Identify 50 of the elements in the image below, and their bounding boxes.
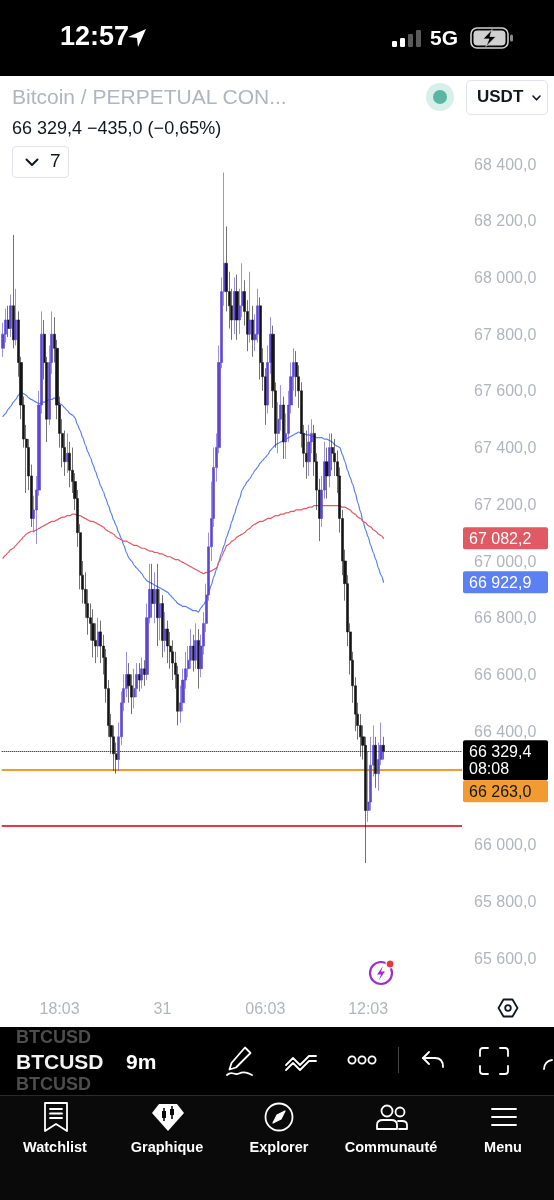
text: 67 082,2 [469, 529, 532, 547]
x-tick-label: 31 [153, 999, 172, 1017]
chart-subtitle: 66 329,4 −435,0 (−0,65%) [12, 118, 222, 139]
candlestick [197, 628, 200, 689]
y-tick-label: 67 000,0 [474, 552, 537, 570]
y-tick-label: 67 600,0 [474, 382, 537, 400]
text: Explorer [249, 1139, 309, 1156]
candlestick [251, 305, 254, 358]
text: 08:08 [469, 759, 510, 777]
text: 5G [430, 26, 459, 51]
ref-line-label: 66 263,0 [469, 782, 532, 800]
y-tick-label: 66 600,0 [474, 665, 537, 683]
text: USDT [477, 87, 524, 107]
y-tick-label: 67 400,0 [474, 439, 537, 457]
text: Communauté [344, 1139, 438, 1156]
text: BTCUSD [16, 1074, 91, 1095]
x-tick-label: 12:03 [348, 999, 389, 1017]
candlestick [233, 277, 236, 335]
candlestick [328, 433, 331, 488]
candlestick [235, 274, 239, 341]
y-tick-label: 68 200,0 [474, 212, 537, 230]
x-tick-label: 06:03 [245, 999, 286, 1017]
x-tick-label: 18:03 [39, 999, 80, 1017]
y-tick-label: 68 000,0 [474, 268, 537, 286]
line-series [2, 391, 385, 613]
text: BTCUSD [16, 1027, 91, 1048]
text: 9m [126, 1050, 157, 1075]
y-tick-label: 65 800,0 [474, 892, 537, 910]
y-tick-label: 66 000,0 [474, 836, 537, 854]
annotation: 7 [50, 150, 61, 172]
text: BTCUSD [16, 1050, 104, 1075]
candlestick [143, 659, 146, 687]
chart-title: Bitcoin / PERPETUAL CON... [12, 85, 287, 110]
y-tick-label: 67 200,0 [474, 495, 537, 513]
candlestick [161, 594, 164, 658]
text: Graphique [130, 1139, 204, 1156]
candlestick [325, 447, 329, 499]
line-series [2, 505, 385, 575]
text: Menu [484, 1139, 522, 1156]
y-tick-label: 66 800,0 [474, 609, 537, 627]
candlestick [382, 736, 385, 760]
y-tick-label: 68 400,0 [474, 155, 537, 173]
text: 12:57 [60, 21, 130, 53]
ref-line-label: 66 329,4 [469, 742, 532, 760]
text: Watchlist [23, 1139, 87, 1156]
text: 66 922,9 [469, 573, 532, 591]
y-tick-label: 67 800,0 [474, 325, 537, 343]
y-tick-label: 66 400,0 [474, 722, 537, 740]
y-tick-label: 65 600,0 [474, 949, 537, 967]
candlestick [163, 611, 167, 653]
